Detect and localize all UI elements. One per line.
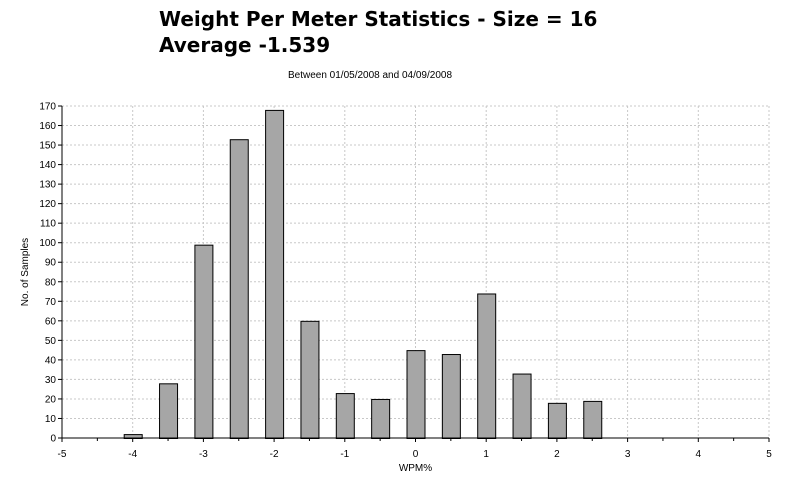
y-tick-label: 20 <box>45 394 57 405</box>
x-tick-label: 3 <box>625 449 631 460</box>
histogram-bar <box>441 354 461 439</box>
histogram-bar <box>371 398 391 439</box>
x-tick-label: 2 <box>554 449 560 460</box>
histogram-bar <box>477 293 497 440</box>
histogram-bar <box>229 139 249 439</box>
y-tick-label: 60 <box>45 316 57 327</box>
histogram-bar <box>547 402 567 439</box>
y-tick-label: 10 <box>45 414 57 425</box>
chart-title-line-2: Average -1.539 <box>159 33 331 57</box>
x-tick-label: -1 <box>340 449 349 460</box>
histogram-bar <box>194 244 214 439</box>
y-axis-label: No. of Samples <box>20 238 31 306</box>
y-tick-label: 100 <box>39 238 56 249</box>
y-tick-label: 30 <box>45 375 57 386</box>
y-tick-label: 70 <box>45 297 57 308</box>
x-tick-label: -5 <box>58 449 67 460</box>
y-tick-label: 40 <box>45 355 57 366</box>
histogram-bar <box>583 400 603 439</box>
y-tick-label: 110 <box>40 219 56 230</box>
y-tick-label: 130 <box>39 180 56 191</box>
y-tick-label: 50 <box>45 336 57 347</box>
x-tick-label: 5 <box>766 449 772 460</box>
chart-title-line-1: Weight Per Meter Statistics - Size = 16 <box>159 7 598 31</box>
chart-title: Weight Per Meter Statistics - Size = 16 … <box>159 6 597 58</box>
y-tick-label: 150 <box>39 141 56 152</box>
y-tick-label: 80 <box>45 277 57 288</box>
histogram-bar <box>406 350 426 439</box>
axes: 0102030405060708090100110120130140150160… <box>39 102 772 461</box>
x-tick-label: -2 <box>270 449 279 460</box>
y-tick-label: 140 <box>39 160 56 171</box>
chart-subtitle: Between 01/05/2008 and 04/09/2008 <box>287 70 453 81</box>
x-tick-label: -3 <box>199 449 208 460</box>
y-tick-label: 90 <box>45 258 57 269</box>
x-tick-label: 1 <box>483 449 489 460</box>
x-tick-label: 0 <box>413 449 419 460</box>
y-tick-label: 160 <box>39 121 56 132</box>
x-tick-label: 4 <box>696 449 702 460</box>
histogram-bar <box>265 109 285 439</box>
y-tick-label: 0 <box>50 434 56 445</box>
histogram-bar <box>512 373 532 440</box>
x-tick-label: -4 <box>128 449 137 460</box>
histogram-bar <box>335 393 355 440</box>
y-tick-label: 120 <box>39 199 56 210</box>
x-axis-label: WPM% <box>399 463 432 474</box>
histogram-bar <box>159 383 179 440</box>
bars <box>123 109 603 440</box>
y-tick-label: 170 <box>39 102 56 113</box>
histogram-bar <box>300 320 320 439</box>
